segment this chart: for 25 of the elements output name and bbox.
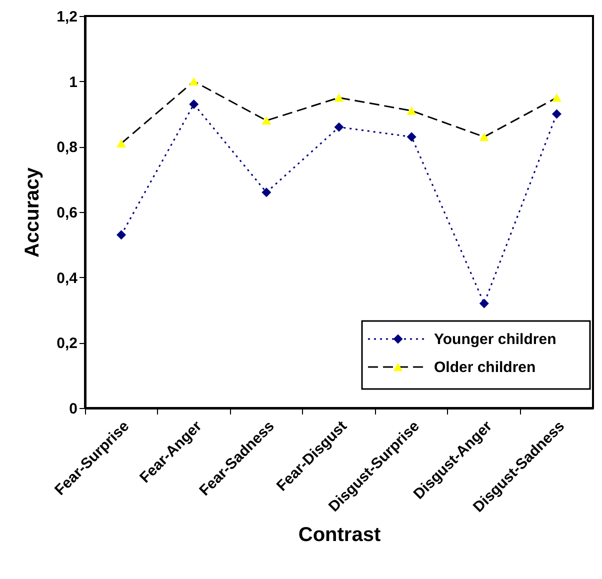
y-tick-label: 0,2 bbox=[56, 335, 78, 352]
y-tick-label: 0,6 bbox=[56, 204, 78, 222]
y-tick-label: 0 bbox=[69, 400, 78, 418]
point bbox=[479, 298, 489, 308]
point bbox=[334, 122, 344, 132]
x-axis-title: Contrast bbox=[298, 524, 381, 546]
point bbox=[406, 106, 416, 115]
point bbox=[189, 77, 199, 86]
y-tick-label: 1 bbox=[69, 74, 78, 91]
y-tick-label: 1,2 bbox=[56, 8, 78, 26]
point bbox=[116, 230, 126, 240]
point bbox=[116, 139, 126, 148]
y-tick-label: 0,4 bbox=[56, 270, 78, 287]
point bbox=[406, 132, 416, 142]
point bbox=[334, 94, 344, 102]
legend-label: Older children bbox=[434, 359, 536, 376]
y-axis-title: Accuracy bbox=[22, 166, 44, 258]
point bbox=[262, 116, 272, 125]
legend-label: Younger children bbox=[434, 331, 556, 348]
point bbox=[552, 109, 562, 119]
point bbox=[552, 94, 562, 102]
point bbox=[189, 99, 199, 109]
y-tick-label: 0,8 bbox=[56, 139, 78, 156]
point bbox=[479, 132, 489, 141]
point bbox=[262, 188, 272, 198]
